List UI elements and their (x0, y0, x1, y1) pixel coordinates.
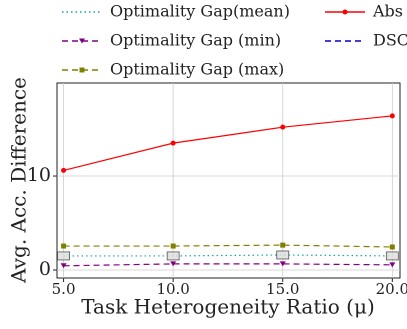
series-line (63, 254, 393, 257)
series-line (63, 263, 393, 267)
y-axis-label: Avg. Acc. Difference (7, 77, 31, 284)
marker (389, 113, 395, 119)
legend-label: Abs (372, 2, 403, 21)
x-axis-label: Task Heterogeneity Ratio (μ) (81, 295, 375, 319)
x-tick-label: 5.0 (52, 280, 76, 298)
legend-label: Optimality Gap (min) (110, 31, 281, 50)
marker (280, 124, 286, 130)
marker (389, 262, 396, 268)
marker (61, 243, 67, 249)
marker (170, 140, 176, 146)
marker (389, 244, 395, 250)
y-tick-label: 10 (27, 164, 51, 186)
legend-label: Optimality Gap(mean) (110, 2, 290, 21)
marker (279, 261, 286, 267)
marker (60, 263, 67, 269)
marker (170, 243, 176, 249)
legend-marker (79, 38, 85, 44)
y-tick-label: 0 (39, 258, 51, 280)
legend-label: Optimality Gap (max) (110, 60, 284, 79)
marker (170, 261, 177, 267)
legend-marker (342, 9, 348, 15)
marker (276, 250, 290, 260)
marker (61, 167, 67, 173)
plot-frame (56, 82, 401, 279)
marker (280, 242, 286, 248)
series-line (63, 115, 393, 171)
legend-marker (79, 67, 85, 73)
x-tick-label: 15.0 (266, 280, 299, 298)
series-line (63, 244, 393, 248)
legend-label: DSC (373, 31, 407, 50)
marker (166, 251, 180, 261)
x-tick-label: 10.0 (156, 280, 189, 298)
x-tick-label: 20.0 (376, 280, 407, 298)
marker (385, 251, 399, 261)
marker (57, 251, 70, 261)
